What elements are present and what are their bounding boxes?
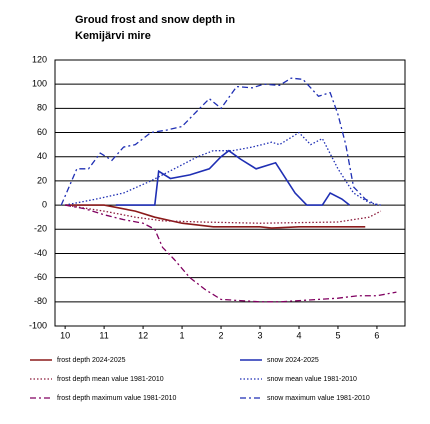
legend-label: snow mean value 1981-2010 xyxy=(267,376,357,383)
series-line xyxy=(60,77,378,206)
y-tick-label: 40 xyxy=(37,151,47,161)
y-tick-label: 120 xyxy=(32,54,47,64)
legend-label: frost depth maximum value 1981-2010 xyxy=(57,395,177,402)
legend-label: frost depth 2024-2025 xyxy=(57,357,126,364)
series-line xyxy=(115,149,351,206)
y-tick-label: 0 xyxy=(42,199,47,209)
series-line xyxy=(65,131,381,206)
series-line xyxy=(65,204,397,303)
plot-frame xyxy=(54,59,406,327)
x-tick-label: 3 xyxy=(258,330,263,340)
chart-title: Groud frost and snow depth in Kemijärvi … xyxy=(75,14,236,42)
x-tick-label: 4 xyxy=(296,330,301,340)
x-tick-label: 10 xyxy=(60,330,70,340)
y-tick-label: -100 xyxy=(29,320,47,330)
x-tick-label: 2 xyxy=(219,330,224,340)
y-tick-label: 20 xyxy=(37,175,47,185)
x-tick-label: 1 xyxy=(180,330,185,340)
x-tick-label: 12 xyxy=(138,330,148,340)
legend-label: snow 2024-2025 xyxy=(267,357,319,364)
x-tick-label: 5 xyxy=(335,330,340,340)
series-line xyxy=(65,204,382,224)
series-line xyxy=(65,204,366,229)
x-tick-label: 6 xyxy=(374,330,379,340)
legend-label: frost depth mean value 1981-2010 xyxy=(57,376,164,383)
legend-label: snow maximum value 1981-2010 xyxy=(267,395,370,402)
x-tick-label: 11 xyxy=(99,330,108,340)
y-tick-label: -60 xyxy=(34,272,47,282)
y-tick-label: 80 xyxy=(37,103,47,113)
y-tick-label: -80 xyxy=(34,296,47,306)
y-tick-label: -20 xyxy=(34,224,47,234)
y-tick-label: 60 xyxy=(37,127,47,137)
y-tick-label: 100 xyxy=(32,79,47,89)
y-tick-label: -40 xyxy=(34,248,47,258)
